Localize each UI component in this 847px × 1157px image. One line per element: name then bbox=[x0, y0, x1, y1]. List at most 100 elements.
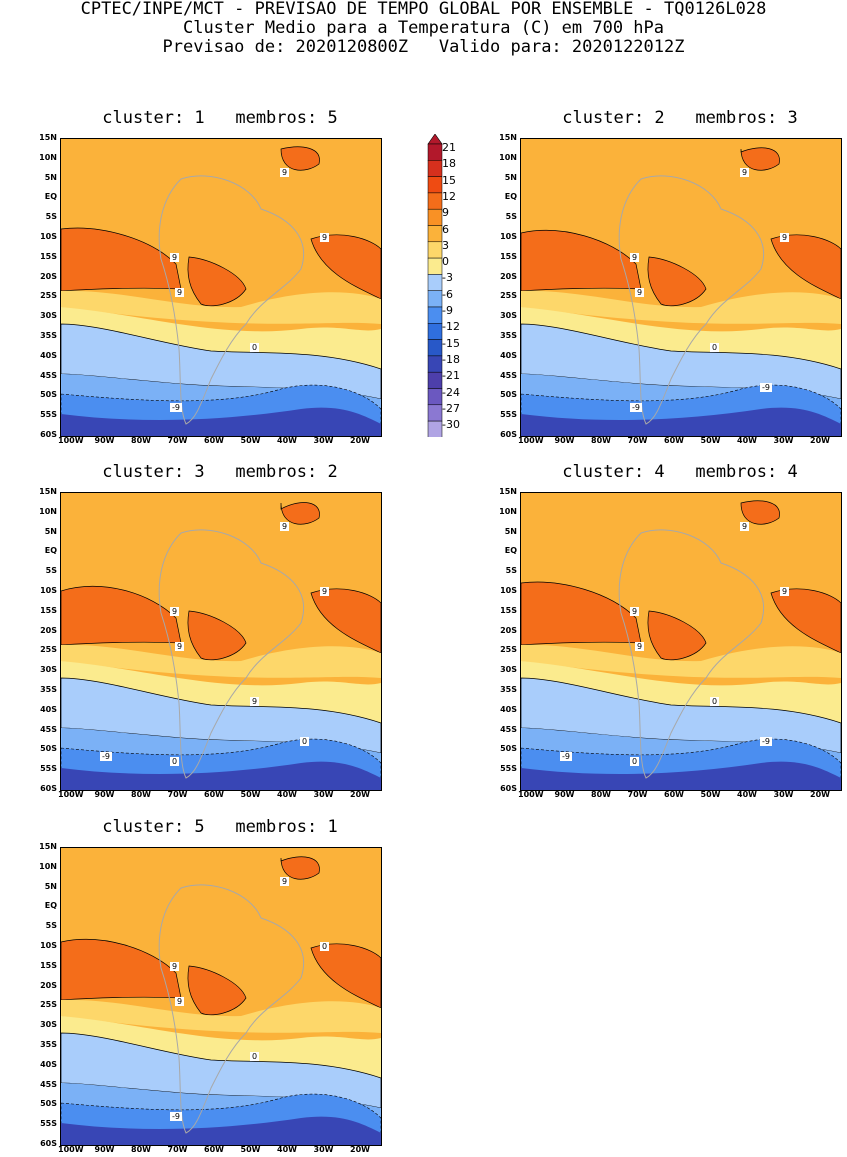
header-line-1: CPTEC/INPE/MCT - PREVISAO DE TEMPO GLOBA… bbox=[80, 0, 767, 19]
contour-label: 0 bbox=[250, 1052, 260, 1061]
lat-tick-label: 45S bbox=[40, 724, 57, 734]
temperature-map bbox=[520, 138, 842, 437]
lon-tick-label: 50W bbox=[700, 436, 721, 445]
contour-label: -9 bbox=[760, 383, 772, 392]
contour-label: 9 bbox=[320, 233, 330, 242]
lon-tick-label: 100W bbox=[58, 790, 84, 799]
contour-label: 0 bbox=[710, 697, 720, 706]
lat-tick-label: 60S bbox=[500, 784, 517, 793]
contour-label: 0 bbox=[300, 737, 310, 746]
lat-tick-label: 15S bbox=[40, 251, 57, 261]
contour-label: 0 bbox=[710, 343, 720, 352]
lat-tick-label: 45S bbox=[500, 370, 517, 380]
colorbar-label: -30 bbox=[442, 418, 460, 432]
lat-tick-label: 10S bbox=[40, 586, 57, 595]
lon-tick-label: 80W bbox=[131, 790, 151, 799]
lat-tick-label: 25S bbox=[40, 291, 57, 301]
lat-tick-label: 10N bbox=[39, 152, 57, 162]
lon-tick-label: 100W bbox=[518, 436, 544, 445]
lon-tick-label: 30W bbox=[313, 790, 334, 799]
lon-tick-label: 70W bbox=[627, 436, 648, 445]
lat-tick-label: 5S bbox=[45, 921, 57, 931]
lat-tick-label: 55S bbox=[40, 1119, 57, 1129]
colorbar-label: -9 bbox=[442, 304, 453, 317]
lat-tick-label: 55S bbox=[500, 764, 517, 774]
lat-tick-label: EQ bbox=[44, 901, 57, 911]
contour-label: 9 bbox=[280, 877, 290, 886]
lat-tick-label: 5N bbox=[504, 172, 517, 182]
lon-tick-label: 20W bbox=[350, 436, 370, 445]
lat-tick-label: 30S bbox=[500, 665, 517, 675]
lat-tick-label: 45S bbox=[40, 370, 57, 380]
colorbar-label: -27 bbox=[442, 401, 460, 415]
lat-tick-label: 55S bbox=[40, 764, 57, 774]
lon-tick-label: 60W bbox=[204, 790, 224, 799]
contour-label: 0 bbox=[320, 942, 330, 951]
lat-tick-label: 60S bbox=[40, 430, 57, 439]
lat-tick-label: 35S bbox=[40, 685, 57, 694]
lat-tick-label: 5N bbox=[44, 172, 57, 182]
lon-tick-label: 30W bbox=[313, 436, 334, 445]
colorbar: 21 18 15 12 9 6 3 0 -3 -6 -9 -12 -15 -18 -21 -24 -27 -30 bbox=[427, 133, 460, 441]
contour-label: 9 bbox=[780, 233, 790, 242]
lon-tick-label: 30W bbox=[773, 790, 794, 799]
contour-label: 9 bbox=[320, 587, 330, 596]
lon-tick-label: 40W bbox=[737, 790, 757, 799]
colorbar-label: -15 bbox=[442, 336, 460, 350]
lat-tick-label: 15S bbox=[500, 251, 517, 261]
contour-label: 9 bbox=[170, 253, 180, 262]
lat-tick-label: EQ bbox=[44, 546, 57, 556]
lat-tick-label: 30S bbox=[40, 1020, 57, 1030]
contour-label: 9 bbox=[630, 253, 640, 262]
lat-tick-label: 55S bbox=[500, 410, 517, 420]
lat-tick-label: 35S bbox=[500, 331, 517, 340]
lat-tick-label: EQ bbox=[44, 192, 57, 202]
lat-tick-label: 10N bbox=[39, 861, 57, 871]
contour-label: 9 bbox=[780, 587, 790, 596]
lat-tick-label: 35S bbox=[40, 331, 57, 340]
contour-label: 9 bbox=[635, 642, 645, 651]
lat-tick-label: 25S bbox=[500, 645, 517, 655]
lat-tick-label: 50S bbox=[40, 390, 57, 400]
lat-tick-label: 60S bbox=[500, 430, 517, 439]
lat-tick-label: 5N bbox=[504, 526, 517, 536]
contour-label: -9 bbox=[760, 737, 772, 746]
lon-tick-label: 100W bbox=[518, 790, 544, 799]
header-line-3: Previsao de: 2020120800Z Valido para: 20… bbox=[162, 37, 685, 57]
colorbar-label: -3 bbox=[442, 271, 453, 285]
lat-tick-label: 30S bbox=[40, 311, 57, 321]
lat-tick-label: 10S bbox=[500, 586, 517, 595]
lat-tick-label: 5S bbox=[45, 212, 57, 222]
lat-tick-label: 15N bbox=[39, 487, 57, 496]
lon-tick-label: 30W bbox=[773, 436, 794, 445]
lat-tick-label: 20S bbox=[40, 980, 57, 990]
lat-tick-label: 40S bbox=[500, 704, 517, 714]
lat-tick-label: 40S bbox=[40, 704, 57, 714]
contour-label: 9 bbox=[170, 962, 180, 971]
colorbar-label: 0 bbox=[442, 255, 449, 269]
contour-label: -9 bbox=[630, 403, 642, 412]
temperature-map bbox=[60, 138, 382, 437]
lon-tick-label: 60W bbox=[204, 436, 224, 445]
contour-label: 9 bbox=[175, 288, 185, 297]
lon-tick-label: 30W bbox=[313, 1145, 334, 1154]
lat-tick-label: EQ bbox=[504, 546, 517, 556]
contour-label: 0 bbox=[250, 343, 260, 352]
lat-tick-label: 25S bbox=[40, 1000, 57, 1010]
colorbar-label: -12 bbox=[442, 320, 460, 334]
lat-tick-label: 50S bbox=[40, 1099, 57, 1109]
lon-tick-label: 80W bbox=[131, 1145, 151, 1154]
lat-tick-label: 40S bbox=[500, 350, 517, 360]
lat-tick-label: 5S bbox=[505, 212, 517, 222]
lat-tick-label: 50S bbox=[40, 744, 57, 754]
colorbar-label: 9 bbox=[442, 206, 449, 220]
lat-tick-label: 10S bbox=[40, 941, 57, 950]
lon-tick-label: 20W bbox=[350, 1145, 370, 1154]
lat-tick-label: 5N bbox=[44, 526, 57, 536]
lat-tick-label: 20S bbox=[40, 625, 57, 635]
temperature-map bbox=[60, 492, 382, 791]
lat-tick-label: 20S bbox=[500, 625, 517, 635]
temperature-map bbox=[520, 492, 842, 791]
contour-label: 9 bbox=[280, 168, 290, 177]
lat-tick-label: 50S bbox=[500, 744, 517, 754]
